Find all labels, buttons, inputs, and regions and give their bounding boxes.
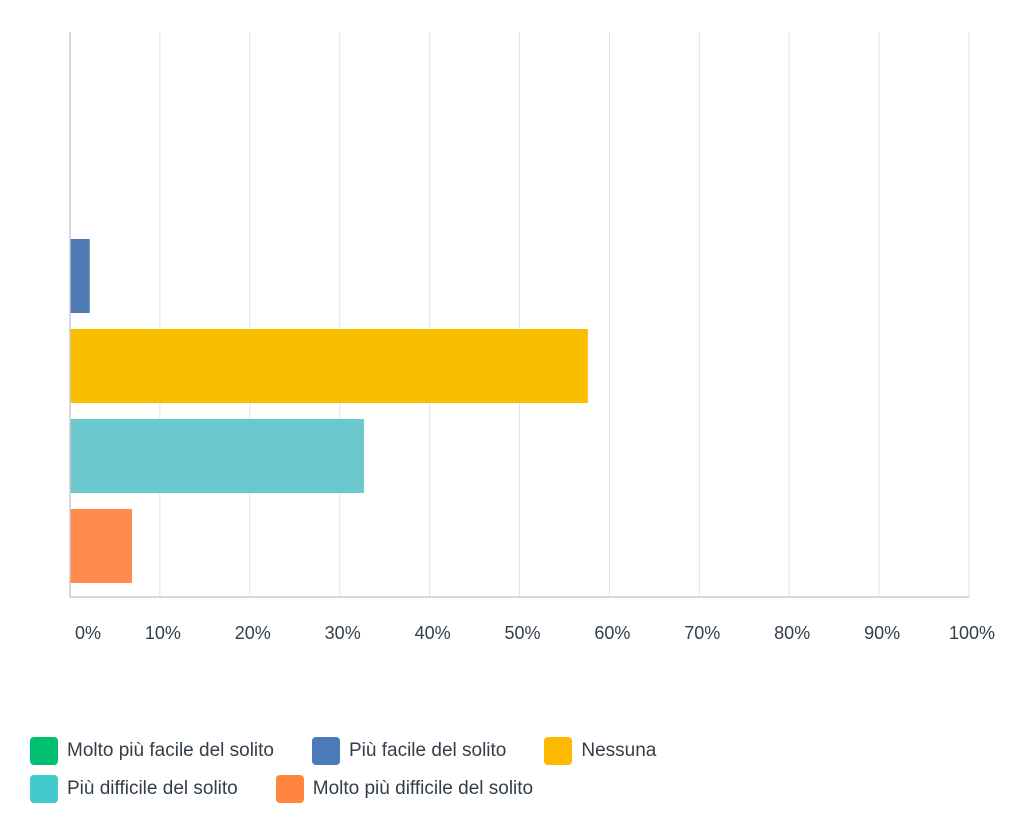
- x-tick-label: 70%: [684, 623, 720, 643]
- legend-item-molto-piu-facile: Molto più facile del solito: [30, 737, 274, 765]
- bar-chart-svg: Molto più facile del solito: 0%Più facil…: [69, 32, 995, 643]
- legend-label: Molto più difficile del solito: [312, 778, 534, 799]
- x-tick-label: 90%: [864, 623, 900, 643]
- x-tick-label: 60%: [594, 623, 630, 643]
- legend-item-piu-facile: Più facile del solito: [312, 737, 506, 765]
- legend-label: Più facile del solito: [349, 740, 507, 761]
- bar: Più difficile del solito: 32.7%: [70, 419, 364, 493]
- legend-swatch: [544, 737, 573, 765]
- legend-swatch: [30, 737, 58, 765]
- x-tick-label: 40%: [415, 623, 451, 643]
- legend-item-piu-difficile: Più difficile del solito: [30, 775, 238, 803]
- legend-row: Molto più facile del solito Più facile d…: [30, 732, 990, 770]
- grid-layer: [159, 32, 970, 597]
- axis-layer: [69, 32, 969, 598]
- bar-layer: Molto più facile del solito: 0%Più facil…: [70, 239, 588, 583]
- legend-swatch: [275, 775, 304, 803]
- x-tick-label: 80%: [774, 623, 810, 643]
- x-tick-label: 30%: [325, 623, 361, 643]
- tick-label-layer: 0% 10% 20% 30% 40% 50% 60% 70% 80% 90% 100%: [75, 623, 995, 643]
- x-tick-label: 0%: [75, 623, 101, 643]
- legend-row: Più difficile del solito Molto più diffi…: [30, 770, 990, 808]
- x-tick-label: 10%: [145, 623, 181, 643]
- legend: Molto più facile del solito Più facile d…: [30, 732, 990, 808]
- legend-item-nessuna: Nessuna: [544, 737, 656, 765]
- bar: Nessuna: 57.6%: [70, 329, 588, 403]
- bar: Più facile del solito: 2.2%: [70, 239, 90, 313]
- x-tick-label: 50%: [504, 623, 540, 643]
- legend-label: Molto più facile del solito: [67, 740, 274, 761]
- legend-label: Nessuna: [581, 740, 657, 761]
- legend-label: Più difficile del solito: [67, 778, 238, 799]
- x-tick-label: 20%: [235, 623, 271, 643]
- legend-swatch: [312, 737, 340, 765]
- legend-item-molto-piu-difficile: Molto più difficile del solito: [275, 775, 534, 803]
- legend-swatch: [30, 775, 58, 803]
- x-tick-label: 100%: [949, 623, 995, 643]
- bar: Molto più difficile del solito: 6.9%: [70, 509, 133, 583]
